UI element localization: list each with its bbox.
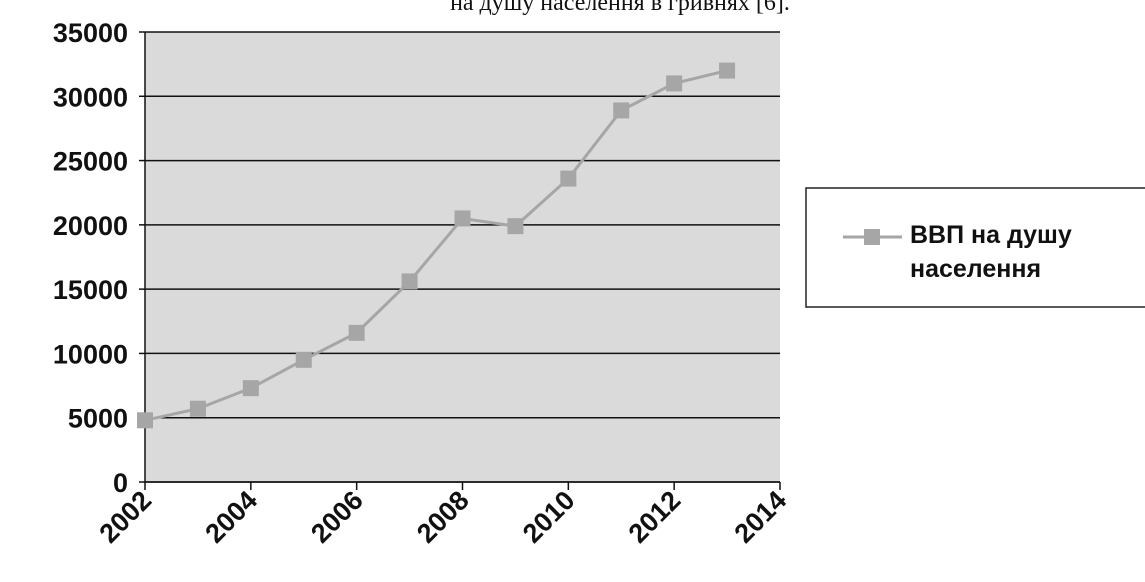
y-tick-label: 30000	[53, 82, 128, 112]
x-tick-label: 2002	[94, 485, 158, 549]
x-tick-label: 2012	[623, 485, 687, 549]
point	[401, 273, 418, 290]
x-tick-label: 2014	[729, 485, 793, 549]
point	[189, 400, 206, 417]
point	[348, 324, 365, 341]
y-tick-label: 15000	[53, 275, 128, 305]
y-tick-label: 25000	[53, 147, 128, 177]
y-tick-label: 5000	[68, 404, 128, 434]
plot-area	[145, 32, 780, 482]
legend-marker	[864, 229, 880, 245]
legend-label: ВВП на душу населення	[910, 221, 1072, 283]
legend-box	[805, 187, 1145, 308]
point	[719, 62, 736, 79]
point	[454, 210, 471, 227]
y-tick-label: 0	[113, 468, 128, 498]
point	[137, 412, 153, 429]
y-tick-label: 10000	[53, 339, 128, 369]
point	[613, 102, 630, 119]
y-tick-label: 35000	[53, 18, 128, 48]
point	[295, 351, 312, 368]
x-tick-label: 2008	[411, 485, 475, 549]
point	[507, 218, 524, 235]
series-line	[144, 69, 728, 422]
point	[666, 75, 683, 92]
point	[242, 380, 259, 397]
x-tick-label: 2010	[517, 485, 581, 549]
chart-title: на душу населення в гривнях [6].	[450, 0, 790, 16]
x-tick-label: 2004	[199, 485, 263, 549]
x-tick-label: 2006	[305, 485, 369, 549]
y-tick-label: 20000	[53, 211, 128, 241]
point	[560, 170, 577, 187]
